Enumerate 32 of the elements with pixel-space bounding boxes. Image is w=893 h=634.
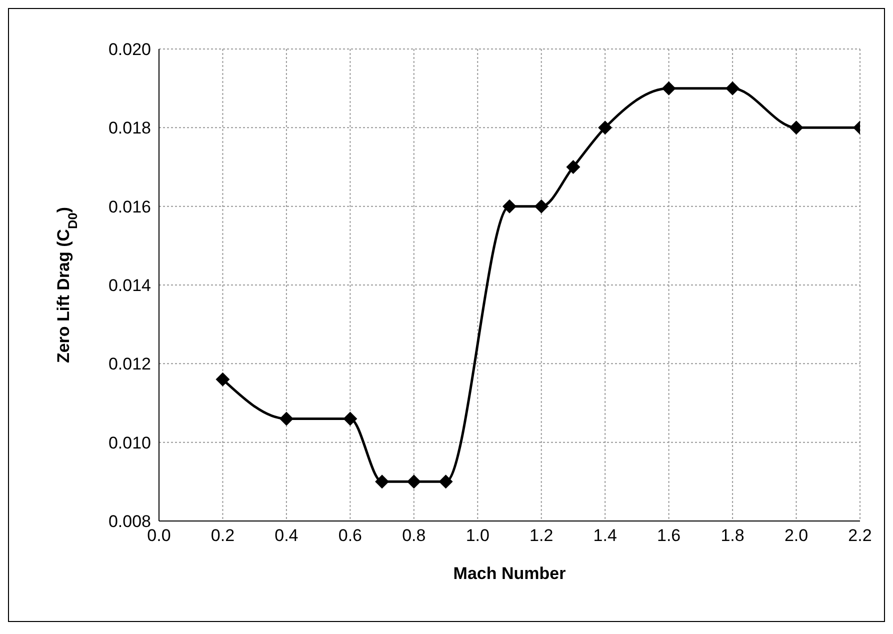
point: [726, 81, 740, 96]
point: [375, 474, 390, 489]
x-tick-label: 0.0: [147, 526, 171, 546]
x-tick-label: 1.8: [720, 526, 744, 546]
y-tick-label: 0.016: [108, 197, 151, 216]
y-tick-label: 0.020: [108, 40, 151, 60]
point: [789, 120, 804, 135]
x-axis-title: Mach Number: [453, 564, 566, 583]
point: [662, 81, 676, 96]
x-tick-label: 1.2: [530, 526, 554, 546]
x-tick-label: 0.6: [338, 526, 362, 546]
x-tick-label: 1.0: [466, 526, 490, 546]
y-tick-label: 0.014: [108, 276, 151, 296]
x-tick-label: 2.2: [848, 526, 872, 546]
point: [279, 412, 294, 426]
x-tick-label: 0.4: [274, 526, 298, 546]
point: [534, 199, 548, 214]
x-tick-label: 1.6: [657, 526, 681, 546]
point: [438, 474, 453, 489]
y-tick-label: 0.018: [108, 118, 151, 138]
x-tick-label: 0.2: [210, 526, 235, 546]
point: [502, 199, 516, 214]
point: [598, 120, 612, 135]
x-tick-label: 0.8: [402, 526, 426, 546]
point: [406, 474, 421, 489]
point: [343, 412, 358, 426]
x-tick-label: 1.4: [593, 526, 617, 546]
y-tick-label: 0.010: [108, 433, 151, 452]
point: [216, 372, 230, 386]
point: [566, 160, 580, 174]
y-tick-label: 0.012: [108, 354, 151, 374]
x-tick-label: 2.0: [784, 526, 808, 546]
